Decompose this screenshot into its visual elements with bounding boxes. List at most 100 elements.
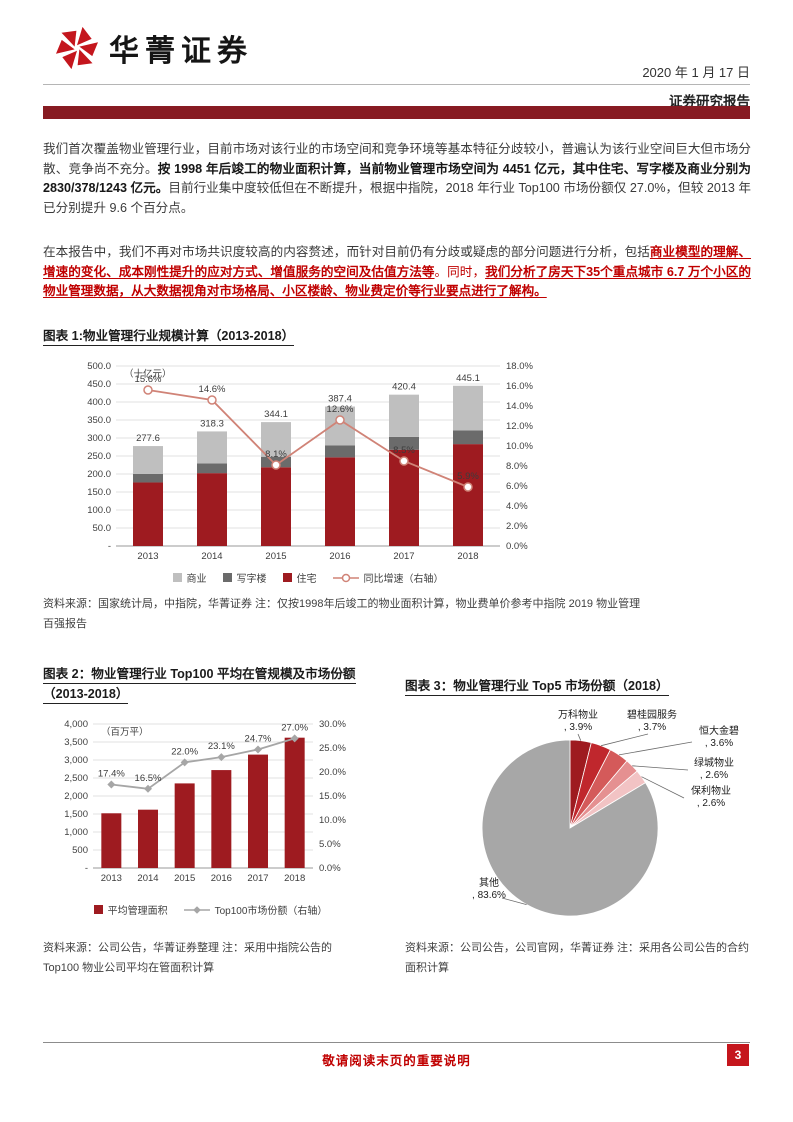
svg-text:23.1%: 23.1% [208,741,235,752]
svg-text:18.0%: 18.0% [506,361,533,372]
pie-leader-line [632,765,689,771]
bar-segment [133,473,163,483]
fig1-source: 资料来源：国家统计局，中指院，华菁证券 注：仅按1998年后竣工的物业面积计算，… [43,598,641,630]
svg-text:450.0: 450.0 [87,379,111,390]
legend-label: 写字楼 [236,574,267,585]
svg-text:277.6: 277.6 [136,433,160,444]
p2-text-1: 在本报告中，我们不再对市场共识度较高的内容赘述，而针对目前仍有分歧或疑虑的部分问… [43,245,650,259]
svg-text:8.1%: 8.1% [265,449,287,460]
report-type-label: 证券研究报告 [669,94,750,109]
bar-segment [197,473,227,546]
fig3-svg: 万科物业, 3.9%碧桂园服务, 3.7% 恒大金碧, 3.6%绿城物业, 2.6… [472,708,739,917]
svg-text:17.4%: 17.4% [98,768,125,779]
svg-text:5.0%: 5.0% [319,839,341,850]
svg-text:445.1: 445.1 [456,373,480,384]
brand-lockup: 华菁证券 [55,26,253,70]
legend-item: 住宅 [282,570,317,585]
svg-text:30.0%: 30.0% [319,719,346,730]
bar-segment [453,385,483,431]
fig2-source: 资料来源：公司公告，华菁证券整理 注：采用中指院公告的 Top100 物业公司平… [43,942,333,974]
line-marker [399,456,409,466]
bar-segment [261,467,291,546]
svg-text:4,000: 4,000 [64,719,88,730]
bar-segment [261,422,291,457]
bar-segment [133,446,163,474]
svg-text:2016: 2016 [211,873,232,884]
line-marker [143,385,153,395]
svg-text:8.5%: 8.5% [393,445,415,456]
svg-text:318.3: 318.3 [200,418,224,429]
legend-item: 商业 [172,570,207,585]
fig2-title: 图表 2：物业管理行业 Top100 平均在管规模及市场份额（2013-2018… [43,664,391,704]
legend-item: Top100市场份额（右轴） [183,902,327,917]
svg-text:2,500: 2,500 [64,773,88,784]
fig1-svg: 500.0 450.0 400.0 350.0 300.0 250.0 200.0 150.0… [87,361,533,562]
svg-text:387.4: 387.4 [328,394,352,405]
svg-text:500.0: 500.0 [87,361,111,372]
svg-text:400.0: 400.0 [87,397,111,408]
svg-text:2013: 2013 [101,873,122,884]
footer-notice: 敬请阅读末页的重要说明 [322,1054,471,1068]
svg-text:5.9%: 5.9% [457,471,479,482]
line-marker [217,753,226,762]
svg-text:12.6%: 12.6% [327,404,354,415]
fig2-title-text: 图表 2：物业管理行业 Top100 平均在管规模及市场份额（2013-2018… [43,667,356,704]
p2-red-text: 。同时， [434,264,486,279]
paragraph-scope: 在本报告中，我们不再对市场共识度较高的内容赘述，而针对目前仍有分歧或疑虑的部分问… [43,243,751,302]
svg-text:2017: 2017 [247,873,268,884]
legend-item: 同比增速（右轴） [332,570,444,585]
fig1-legend: 商业 写字楼 住宅 同比增速（右轴） [48,570,568,585]
svg-text:16.5%: 16.5% [135,773,162,784]
trend-line [111,737,295,790]
svg-text:万科物业: 万科物业 [558,708,598,721]
svg-text:250.0: 250.0 [87,451,111,462]
legend-label: 商业 [186,574,207,585]
svg-text:2,000: 2,000 [64,791,88,802]
svg-text:-: - [108,541,111,552]
legend-item: 平均管理面积 [93,902,168,917]
svg-text:其他: 其他 [479,876,499,889]
svg-text:420.4: 420.4 [392,382,416,393]
svg-text:20.0%: 20.0% [319,767,346,778]
fig1-title: 图表 1:物业管理行业规模计算（2013-2018） [43,326,295,346]
svg-text:27.0%: 27.0% [281,722,308,733]
svg-text:25.0%: 25.0% [319,743,346,754]
header-accent-bar [43,106,750,119]
bar-segment [453,430,483,445]
line-marker [463,482,473,492]
svg-text:6.0%: 6.0% [506,481,528,492]
footer-divider [43,1042,750,1043]
svg-text:2.0%: 2.0% [506,521,528,532]
p2-highlight-2: 我们分析了房天下35个重点城市 6.7 万个小区的物业管理数据，从大数据视角对市… [43,264,752,299]
fig2-bar-line-chart: 4,000 3,500 3,000 2,500 2,000 1,500 1,000 500 - 3… [43,710,378,903]
svg-text:2018: 2018 [457,551,478,562]
pie-leader-line [501,897,527,905]
bar-segment [389,394,419,437]
bar-segment [284,737,305,868]
line-marker [254,745,262,754]
fig1-bar-line-chart: 500.0 450.0 400.0 350.0 300.0 250.0 200.0 150.0… [48,350,568,571]
svg-text:2015: 2015 [265,551,286,562]
fig2-svg: 4,000 3,500 3,000 2,500 2,000 1,500 1,000 500 - 3… [64,719,346,884]
paragraph-intro: 我们首次覆盖物业管理行业，目前市场对该行业的市场空间和竞争环境等基本特征分歧较小… [43,140,751,218]
svg-text:2015: 2015 [174,873,195,884]
pie-leader-line [641,776,685,799]
bar-segment [133,482,163,546]
header-divider [43,84,750,85]
p1-text-2: 目前行业集中度较低但在不断提升，根据中指院，2018 年行业 Top100 市场… [43,181,751,215]
svg-text:, 2.6%: , 2.6% [697,798,725,809]
trend-line [147,389,469,488]
brand-name: 华菁证券 [109,35,253,68]
svg-text:100.0: 100.0 [87,505,111,516]
bar-segment [101,813,122,868]
pie-slice [481,739,659,917]
fig3-title: 图表 3：物业管理行业 Top5 市场份额（2018） [405,676,750,696]
svg-text:50.0: 50.0 [93,523,112,534]
page-number-badge: 3 [727,1044,749,1066]
bar-segment [138,809,158,868]
svg-text:15.0%: 15.0% [319,791,346,802]
svg-text:1,000: 1,000 [64,827,88,838]
svg-text:350.0: 350.0 [87,415,111,426]
svg-text:200.0: 200.0 [87,469,111,480]
bar-segment [325,457,355,546]
